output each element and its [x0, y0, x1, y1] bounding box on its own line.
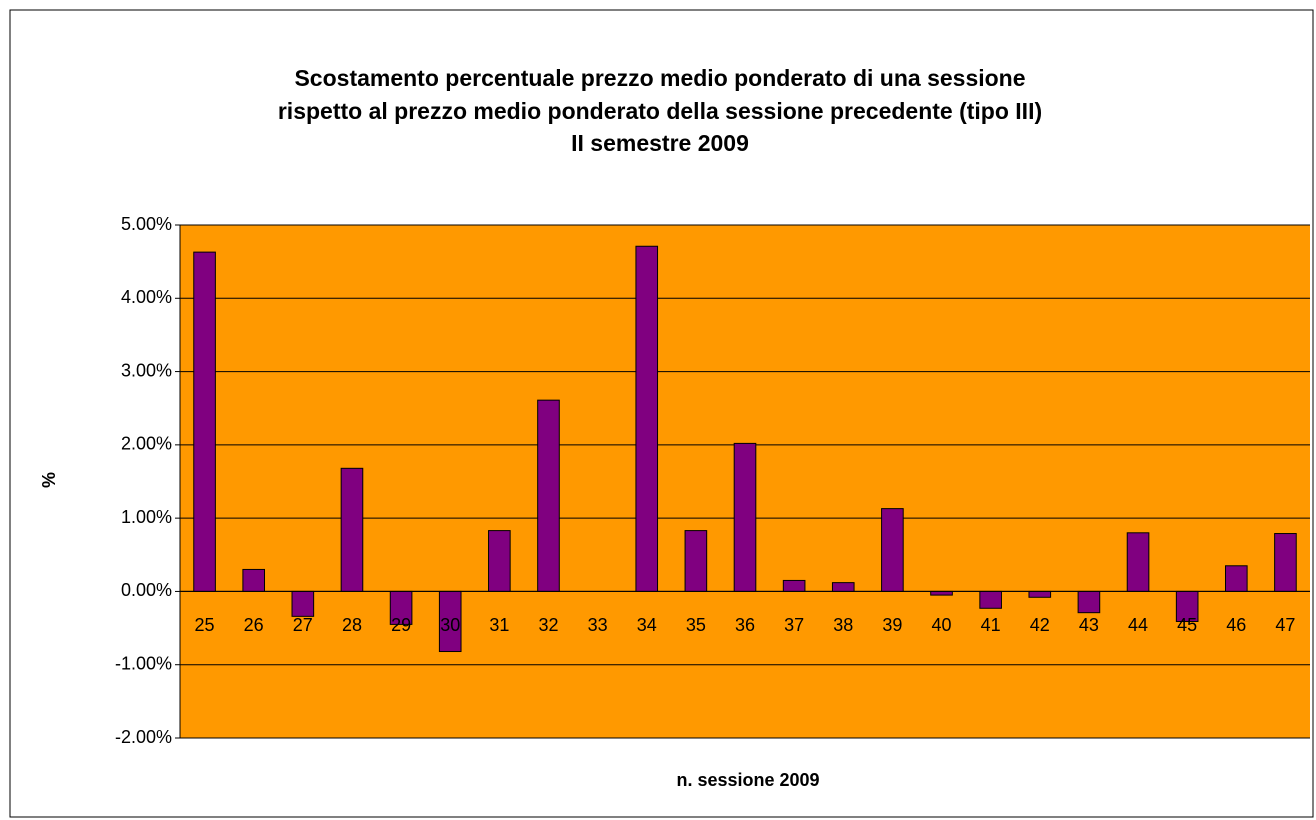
chart-title: II semestre 2009: [571, 130, 749, 156]
bar: [1028, 590, 1052, 598]
x-tick-label: 41: [981, 615, 1001, 635]
y-tick-label: -1.00%: [115, 653, 172, 673]
x-tick-label: 27: [293, 615, 313, 635]
x-tick-label: 33: [588, 615, 608, 635]
y-tick-label: 2.00%: [121, 434, 172, 454]
bar: [684, 530, 708, 592]
y-tick-label: -2.00%: [115, 727, 172, 747]
bar: [193, 251, 216, 592]
x-tick-label: 30: [440, 615, 460, 635]
bar: [930, 590, 953, 596]
chart-title: rispetto al prezzo medio ponderato della…: [278, 98, 1042, 124]
chart-title: Scostamento percentuale prezzo medio pon…: [294, 65, 1025, 91]
y-tick-label: 3.00%: [121, 360, 172, 380]
bar: [291, 590, 315, 617]
bar: [881, 508, 904, 592]
bar: [242, 568, 266, 592]
x-tick-label: 47: [1275, 615, 1295, 635]
y-axis-title: %: [39, 472, 59, 488]
x-tick-label: 43: [1079, 615, 1099, 635]
bar: [1224, 565, 1248, 592]
x-tick-label: 46: [1226, 615, 1246, 635]
x-tick-label: 40: [932, 615, 952, 635]
x-tick-label: 32: [538, 615, 558, 635]
x-tick-label: 37: [784, 615, 804, 635]
x-tick-label: 28: [342, 615, 362, 635]
x-tick-label: 38: [833, 615, 853, 635]
x-tick-label: 36: [735, 615, 755, 635]
x-tick-label: 34: [637, 615, 657, 635]
x-tick-label: 29: [391, 615, 411, 635]
bar: [340, 467, 364, 592]
x-tick-label: 42: [1030, 615, 1050, 635]
x-axis-title: n. sessione 2009: [676, 770, 819, 790]
x-tick-label: 39: [882, 615, 902, 635]
bar: [1077, 590, 1101, 614]
y-tick-label: 0.00%: [121, 580, 172, 600]
y-tick-label: 5.00%: [121, 214, 172, 234]
bar: [831, 582, 855, 592]
y-tick-label: 1.00%: [121, 507, 172, 527]
bar: [635, 245, 659, 592]
x-tick-label: 35: [686, 615, 706, 635]
x-tick-label: 25: [195, 615, 215, 635]
bar: [979, 590, 1002, 609]
bar: [1274, 533, 1297, 592]
bar: [488, 530, 511, 592]
x-tick-label: 45: [1177, 615, 1197, 635]
bar: [733, 442, 757, 592]
bar: [537, 399, 560, 592]
x-tick-label: 31: [489, 615, 509, 635]
bar: [1126, 532, 1150, 592]
y-tick-label: 4.00%: [121, 287, 172, 307]
x-tick-label: 44: [1128, 615, 1148, 635]
bar: [782, 579, 806, 592]
x-tick-label: 26: [244, 615, 264, 635]
